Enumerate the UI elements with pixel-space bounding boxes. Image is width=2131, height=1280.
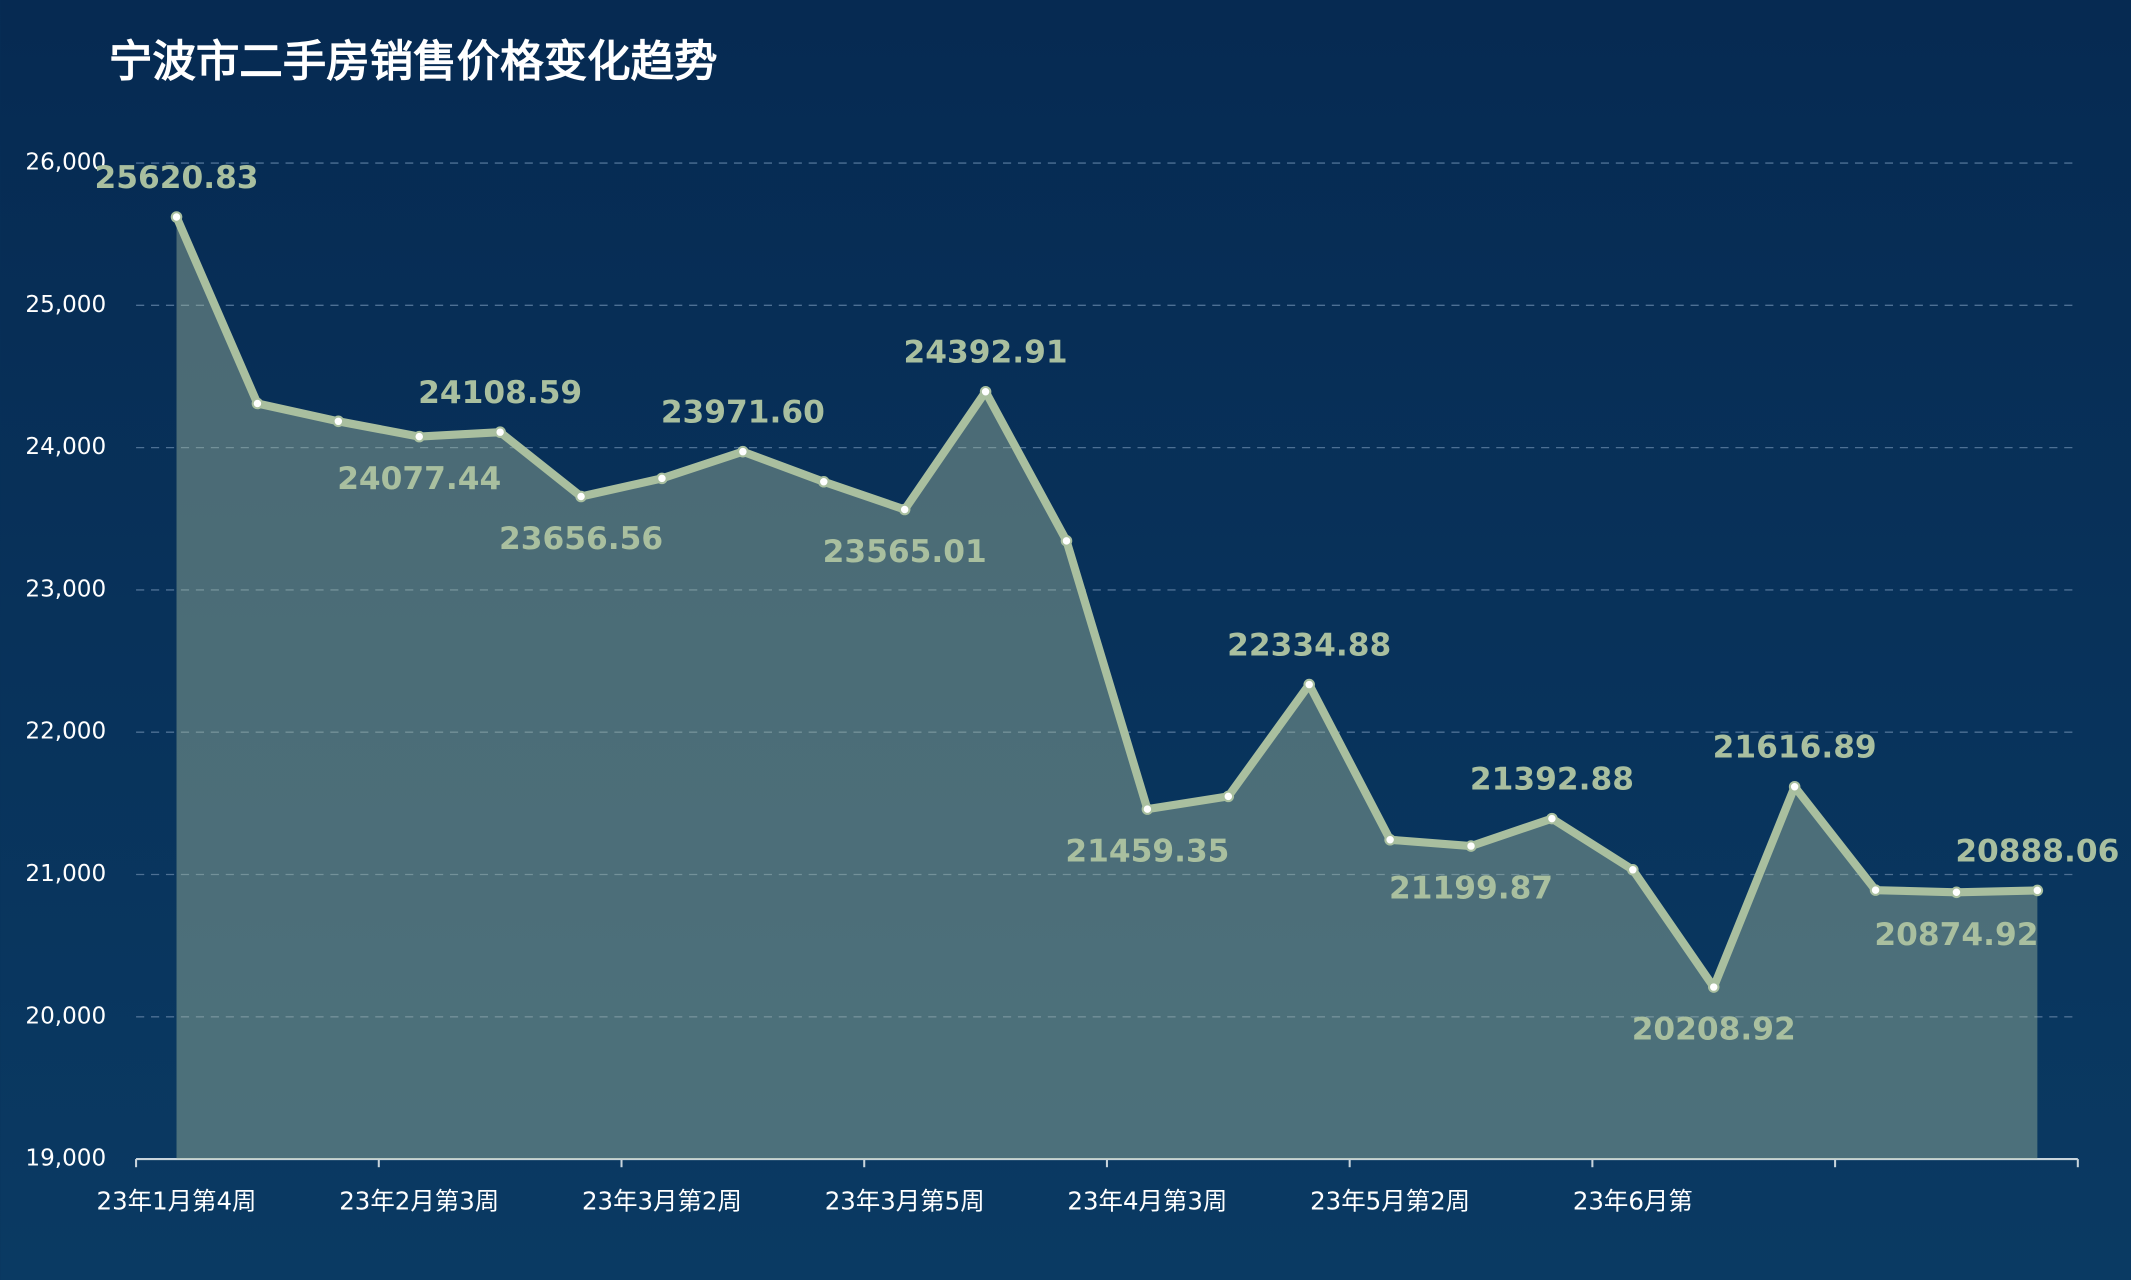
y-tick-label: 22,000 — [25, 719, 106, 745]
x-tick-label: 23年1月第4周 — [97, 1187, 257, 1216]
point — [494, 426, 506, 438]
x-tick-label: 23年5月第2周 — [1310, 1187, 1470, 1216]
point — [170, 211, 183, 223]
point — [1384, 833, 1396, 846]
chart-title: 宁波市二手房销售价格变化趋势 — [109, 38, 718, 88]
x-tick-label: 23年4月第3周 — [1067, 1187, 1227, 1216]
y-tick-label: 24,000 — [25, 434, 106, 460]
data-label: 23656.56 — [499, 521, 663, 557]
point — [1788, 780, 1801, 793]
y-tick-label: 26,000 — [25, 150, 106, 176]
line — [172, 215, 2038, 992]
data-label: 22334.88 — [1227, 628, 1391, 664]
point — [251, 397, 264, 410]
data-label: 24077.44 — [337, 461, 501, 497]
point — [1141, 803, 1154, 815]
point — [1060, 535, 1073, 547]
data-label: 23565.01 — [823, 534, 987, 570]
data-label: 20888.06 — [1955, 833, 2119, 869]
data-label: 21616.89 — [1713, 730, 1877, 766]
point — [413, 430, 426, 443]
data-label: 23971.60 — [661, 395, 825, 431]
y-tick-label: 23,000 — [25, 576, 106, 602]
x-tick-label: 23年3月第2周 — [582, 1187, 742, 1216]
point — [656, 472, 668, 485]
point — [575, 490, 587, 503]
x-tick-label: 23年6月第 — [1573, 1187, 1693, 1216]
point — [1222, 790, 1235, 803]
point — [898, 503, 911, 516]
point — [1546, 812, 1558, 825]
point — [1303, 678, 1315, 691]
point — [1869, 884, 1882, 896]
point — [2031, 884, 2044, 897]
point — [1950, 886, 1963, 899]
data-label: 21199.87 — [1389, 871, 1553, 907]
y-tick-label: 21,000 — [25, 861, 106, 887]
data-label: 21392.88 — [1470, 762, 1634, 798]
point — [1465, 840, 1477, 852]
x-tick-label: 23年2月第3周 — [339, 1187, 499, 1216]
data-label: 21459.35 — [1065, 834, 1229, 870]
y-tick-label: 25,000 — [25, 292, 106, 318]
point — [737, 445, 749, 458]
data-label: 20874.92 — [1874, 917, 2038, 953]
point — [979, 385, 992, 398]
point — [1627, 864, 1639, 876]
y-tick-label: 20,000 — [25, 1003, 106, 1029]
y-tick-label: 19,000 — [25, 1146, 106, 1172]
data-label: 25620.83 — [94, 160, 258, 196]
data-label: 24392.91 — [904, 335, 1068, 371]
point — [817, 476, 830, 488]
point — [332, 415, 345, 428]
data-label: 20208.92 — [1632, 1012, 1796, 1048]
data-label: 24108.59 — [418, 375, 582, 411]
x-tick-label: 23年3月第5周 — [825, 1187, 985, 1216]
point — [1707, 981, 1720, 993]
